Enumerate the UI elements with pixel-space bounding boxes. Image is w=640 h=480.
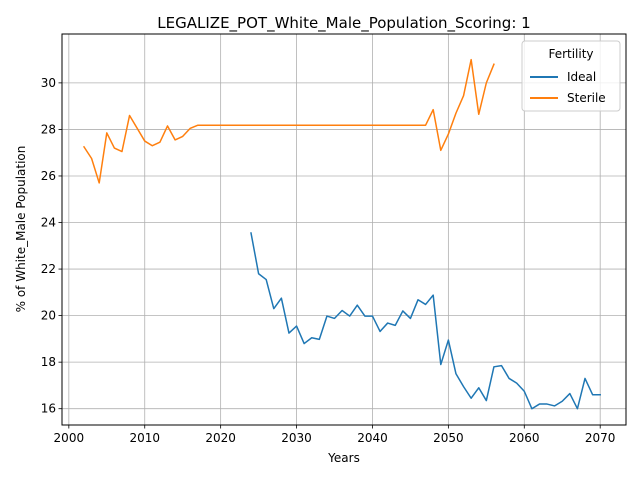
legend-box	[521, 40, 621, 112]
x-tick-label: 2060	[509, 431, 540, 445]
chart-title: LEGALIZE_POT_White_Male_Population_Scori…	[157, 14, 530, 33]
legend: Fertility Ideal Sterile	[521, 40, 621, 112]
x-tick-label: 2070	[585, 431, 616, 445]
plot-frame	[61, 33, 627, 426]
x-tick-label: 2040	[357, 431, 388, 445]
x-tick-label: 2030	[281, 431, 312, 445]
x-axis-label: Years	[327, 451, 360, 465]
x-axis-ticks: 2000 2010 2020 2030 2040 2050 2060 2070	[54, 425, 616, 445]
y-tick-label: 18	[41, 355, 56, 369]
legend-label-ideal: Ideal	[567, 70, 596, 84]
legend-title: Fertility	[548, 47, 593, 61]
series-line-ideal	[250, 232, 601, 410]
y-tick-label: 20	[41, 309, 56, 323]
y-tick-label: 26	[41, 169, 56, 183]
y-tick-label: 16	[41, 402, 56, 416]
series-line-sterile	[82, 58, 495, 184]
x-tick-label: 2050	[433, 431, 464, 445]
y-axis-ticks: 16 18 20 22 24 26 28 30	[41, 76, 62, 416]
y-tick-label: 30	[41, 76, 56, 90]
y-axis-label: % of White_Male Population	[14, 146, 28, 313]
x-tick-label: 2010	[129, 431, 160, 445]
x-tick-label: 2000	[54, 431, 85, 445]
x-tick-label: 2020	[205, 431, 236, 445]
legend-label-sterile: Sterile	[567, 91, 606, 105]
y-tick-label: 24	[41, 216, 56, 230]
y-tick-label: 28	[41, 122, 56, 136]
series-layer	[82, 58, 601, 410]
y-tick-label: 22	[41, 262, 56, 276]
